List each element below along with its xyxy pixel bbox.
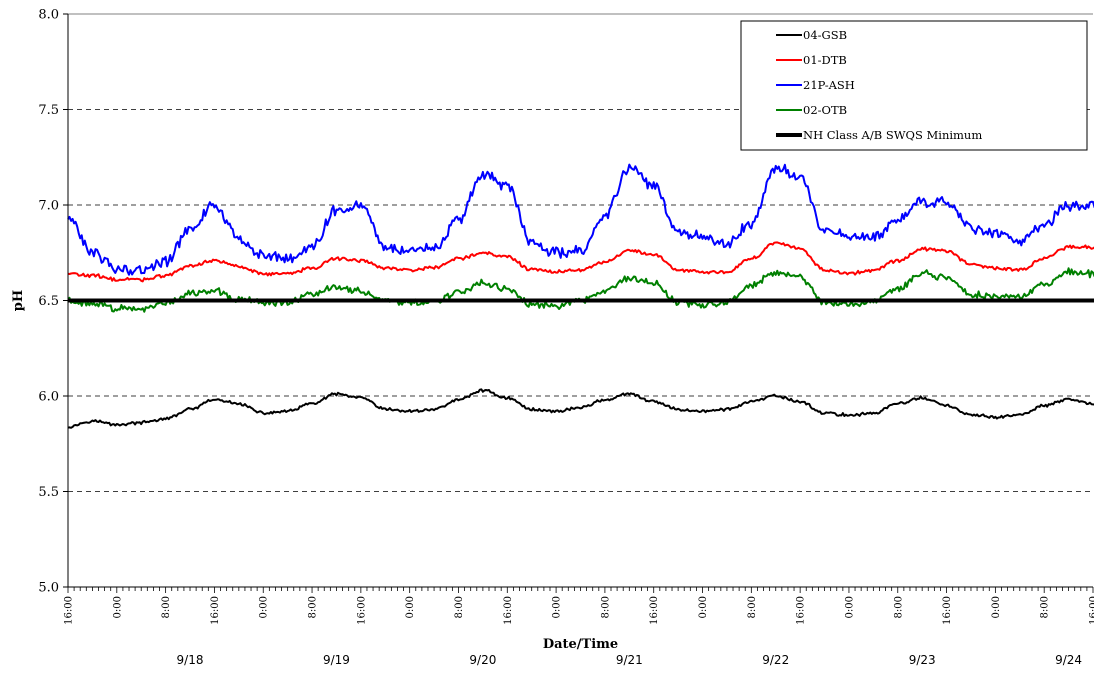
legend-label: 01-DTB: [803, 53, 847, 67]
y-tick-label: 5.5: [38, 485, 59, 500]
x-tick-label: 16:00: [796, 596, 807, 625]
date-label: 9/22: [762, 653, 789, 667]
legend: 04-GSB 01-DTB 21P-ASH 02-OTB NH Class A/B SW…: [741, 21, 1087, 150]
x-tick-label: 16:00: [1089, 596, 1094, 625]
y-tick-label: 6.0: [38, 390, 59, 405]
x-tick-label: 8:00: [1040, 596, 1051, 618]
y-axis-title: pH: [11, 290, 26, 311]
x-tick-label: 8:00: [161, 596, 172, 618]
x-tick-label: 16:00: [649, 596, 660, 625]
x-tick-label: 16:00: [356, 596, 367, 625]
date-label: 9/21: [616, 653, 643, 667]
x-axis-title: Date/Time: [543, 637, 618, 652]
x-tick-label: 16:00: [210, 596, 221, 625]
y-tick-label: 7.5: [38, 103, 59, 118]
x-tick-label: 0:00: [552, 596, 563, 618]
y-tick-label: 7.0: [38, 199, 59, 214]
x-tick-label: 0:00: [259, 596, 270, 618]
date-label: 9/18: [177, 653, 204, 667]
x-tick-label: 8:00: [600, 596, 611, 618]
x-tick-label: 8:00: [308, 596, 319, 618]
x-tick-label: 8:00: [454, 596, 465, 618]
legend-label: 02-OTB: [803, 103, 847, 117]
series-line-04-gsb: [68, 389, 1094, 427]
x-tick-label: 0:00: [844, 596, 855, 618]
legend-label: NH Class A/B SWQS Minimum: [803, 128, 982, 142]
y-tick-label: 6.5: [38, 294, 59, 309]
legend-label: 21P-ASH: [803, 78, 855, 92]
date-label: 9/19: [323, 653, 350, 667]
x-tick-label: 0:00: [405, 596, 416, 618]
y-tick-label: 5.0: [38, 581, 59, 596]
date-label: 9/23: [909, 653, 936, 667]
x-tick-label: 16:00: [942, 596, 953, 625]
date-label: 9/24: [1055, 653, 1082, 667]
x-tick-label: 8:00: [893, 596, 904, 618]
x-tick-label: 8:00: [747, 596, 758, 618]
legend-label: 04-GSB: [803, 28, 847, 42]
series-lines: [68, 165, 1094, 428]
x-tick-label: 0:00: [991, 596, 1002, 618]
series-line-02-otb: [68, 268, 1094, 311]
x-tick-label: 0:00: [698, 596, 709, 618]
y-tick-label: 8.0: [38, 8, 59, 23]
x-tick-label: 16:00: [503, 596, 514, 625]
x-tick-label: 0:00: [112, 596, 123, 618]
date-label: 9/20: [469, 653, 496, 667]
x-tick-label: 16:00: [64, 596, 75, 625]
series-line-21p-ash: [68, 165, 1094, 275]
